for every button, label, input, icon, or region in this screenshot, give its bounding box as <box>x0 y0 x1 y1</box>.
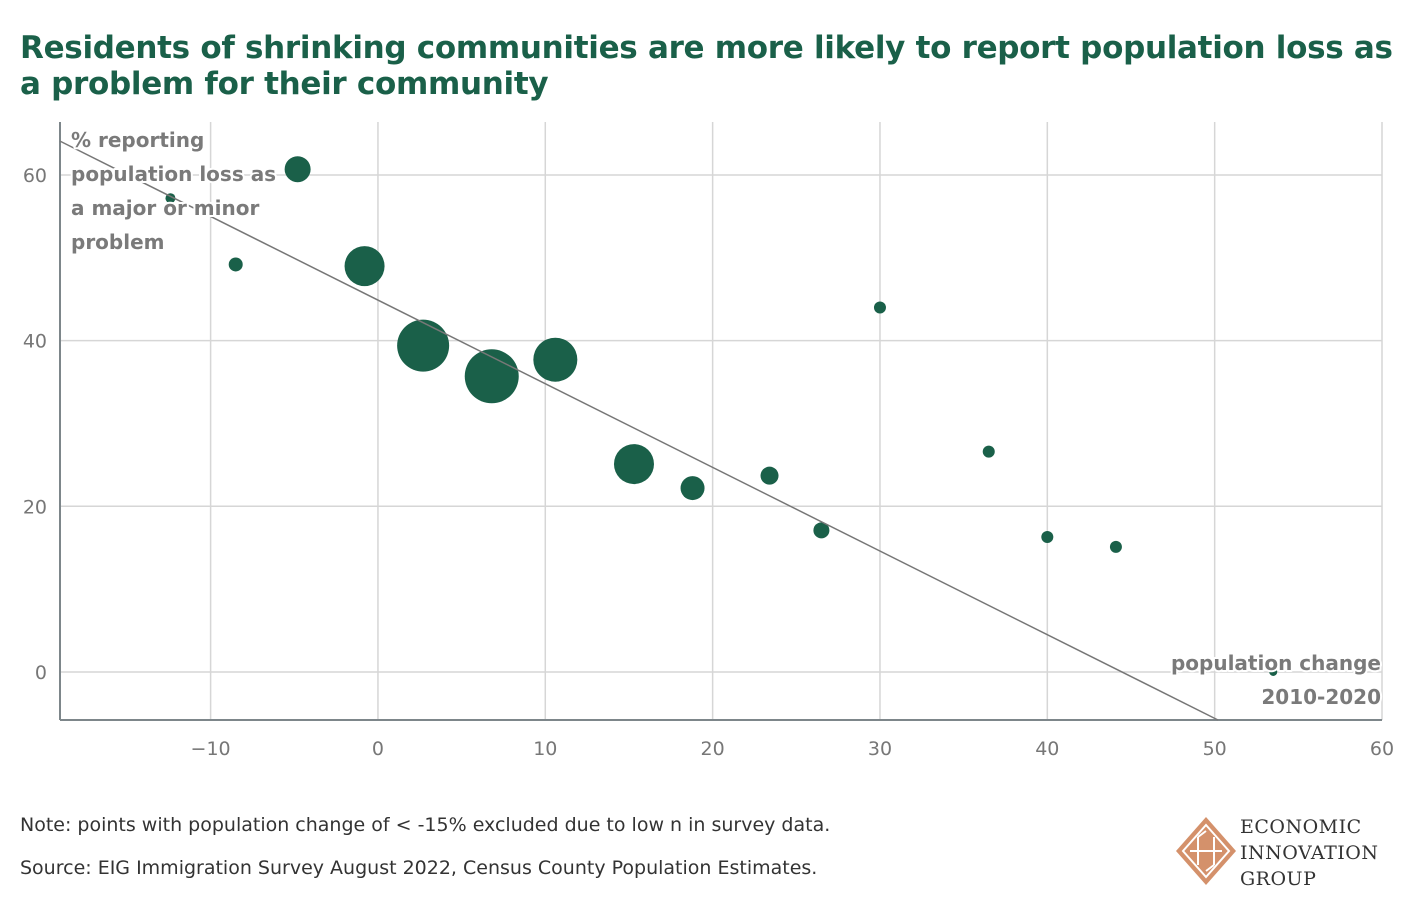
x-tick-label: 40 <box>1035 738 1059 760</box>
x-tick-label: 0 <box>372 738 384 760</box>
data-point <box>464 349 519 404</box>
x-axis-label: population change <box>1171 651 1381 675</box>
note-text: Note: points with population change of <… <box>20 814 831 836</box>
data-point <box>1109 540 1122 553</box>
y-axis-label: population loss as <box>71 162 276 186</box>
y-tick-label: 60 <box>23 165 47 187</box>
data-point <box>613 444 654 485</box>
x-tick-label: 60 <box>1370 738 1394 760</box>
eig-logo-text: ECONOMIC INNOVATION GROUP <box>1240 814 1379 892</box>
data-point <box>680 476 705 501</box>
x-tick-label: 50 <box>1203 738 1227 760</box>
data-point <box>982 445 995 458</box>
chart-title: Residents of shrinking communities are m… <box>20 30 1393 102</box>
scatter-chart: −10 0 10 20 30 40 50 60 0 20 40 60 % reporting popula… <box>23 122 1394 760</box>
logo-line-3: GROUP <box>1240 868 1317 890</box>
eig-logo-icon <box>1176 817 1236 885</box>
y-axis-label: problem <box>71 230 165 254</box>
data-point <box>813 522 830 539</box>
logo-line-2: INNOVATION <box>1240 842 1379 864</box>
data-point <box>533 337 578 382</box>
data-point <box>228 257 243 272</box>
x-tick-label: −10 <box>191 738 231 760</box>
data-point <box>1041 530 1054 543</box>
data-point <box>1269 667 1278 676</box>
y-tick-label: 20 <box>23 496 47 518</box>
x-tick-label: 20 <box>701 738 725 760</box>
y-axis-label: % reporting <box>71 128 204 152</box>
source-text: Source: EIG Immigration Survey August 20… <box>20 857 818 879</box>
data-point <box>397 319 450 372</box>
y-axis-label: a major or minor <box>71 196 259 220</box>
logo-line-1: ECONOMIC <box>1240 816 1362 838</box>
data-point <box>344 246 385 287</box>
y-tick-label: 0 <box>35 662 47 684</box>
x-tick-label: 10 <box>533 738 557 760</box>
data-point <box>760 466 779 485</box>
x-axis-label: 2010-2020 <box>1261 685 1381 709</box>
x-tick-label: 30 <box>868 738 892 760</box>
y-tick-label: 40 <box>23 331 47 353</box>
data-point <box>873 301 886 314</box>
trend-line <box>59 140 1219 721</box>
data-point <box>284 156 311 183</box>
